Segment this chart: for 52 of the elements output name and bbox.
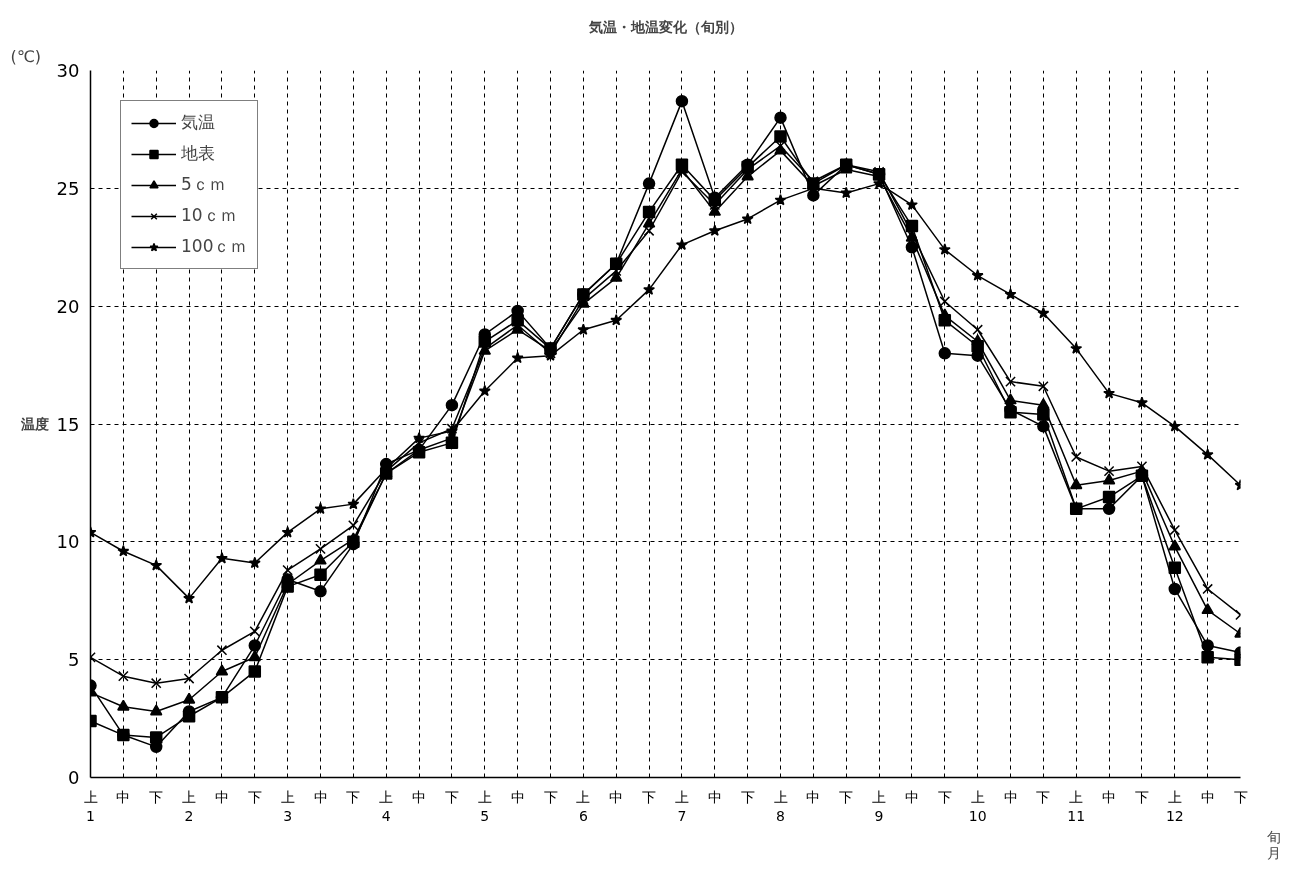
x-tick-label: 中 <box>1102 788 1117 805</box>
x-tick-label: 中 <box>313 788 328 805</box>
x-tick-label: 下 <box>149 788 164 805</box>
x-tick-label: 下 <box>1233 788 1248 805</box>
x-tick-label: 中 <box>609 788 624 805</box>
x-tick-label: 下 <box>642 788 657 805</box>
y-tick-label: 5 <box>68 649 80 671</box>
x-tick-label: 中 <box>806 788 821 805</box>
x-tick-label: 上 9 <box>872 788 887 824</box>
x-tick-label: 上 2 <box>182 788 197 824</box>
x-axis-title: 旬月 <box>1266 828 1281 861</box>
x-tick-label: 中 <box>1003 788 1018 805</box>
x-tick-label: 中 <box>707 788 722 805</box>
x-tick-label: 上 11 <box>1067 788 1086 824</box>
x-tick-label: 上 8 <box>773 788 788 824</box>
y-tick-label: 0 <box>68 767 80 788</box>
y-axis-title: 温度 <box>19 416 49 432</box>
x-tick-label: 中 <box>214 788 229 805</box>
text: (℃) <box>10 46 41 66</box>
x-tick-label: 下 <box>543 788 558 805</box>
x-tick-label: 上 3 <box>280 788 295 824</box>
chart-title: 気温・地温変化（旬別） <box>587 18 743 35</box>
x-tick-label: 下 <box>346 788 361 805</box>
x-tick-label: 中 <box>510 788 525 805</box>
x-tick-label: 中 <box>1200 788 1215 805</box>
legend-label: 5ｃｍ <box>181 173 226 196</box>
legend-label: 気温 <box>181 111 215 134</box>
x-tick-label: 中 <box>116 788 131 805</box>
y-tick-label: 10 <box>56 531 80 553</box>
x-tick-label: 下 <box>1134 788 1149 805</box>
x-tick-label: 下 <box>247 788 262 805</box>
x-tick-label: 上 7 <box>674 788 689 824</box>
y-tick-label: 30 <box>56 60 80 81</box>
x-tick-label: 下 <box>1036 788 1051 805</box>
y-tick-label: 20 <box>56 295 80 317</box>
x-tick-label: 上 4 <box>379 788 394 824</box>
y-tick-label: 15 <box>56 413 80 435</box>
x-tick-label: 上 1 <box>83 788 98 824</box>
x-tick-label: 中 <box>412 788 427 805</box>
x-tick-label: 上 6 <box>576 788 591 824</box>
x-tick-label: 上 10 <box>968 788 987 824</box>
x-tick-label: 下 <box>740 788 755 805</box>
y-tick-label: 25 <box>56 177 80 199</box>
legend-label: 100ｃｍ <box>181 235 248 258</box>
x-tick-label: 下 <box>444 788 459 805</box>
x-tick-label: 下 <box>937 788 952 805</box>
x-tick-label: 中 <box>904 788 919 805</box>
x-tick-label: 上 5 <box>477 788 492 824</box>
x-tick-label: 下 <box>839 788 854 805</box>
legend-label: 地表 <box>181 142 215 165</box>
x-tick-label: 上 12 <box>1165 788 1184 824</box>
legend-label: 10ｃｍ <box>181 204 237 227</box>
